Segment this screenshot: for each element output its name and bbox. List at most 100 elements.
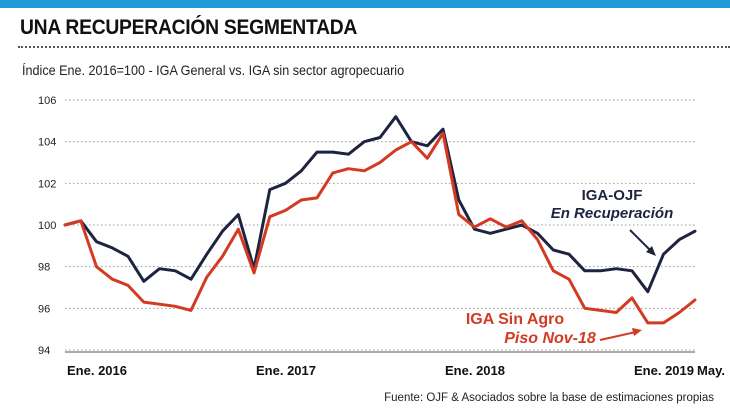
data-point-iga-sin-agro bbox=[142, 301, 145, 303]
data-point-iga-ojf bbox=[568, 253, 570, 255]
data-point-iga-ojf bbox=[190, 278, 192, 280]
data-point-iga-sin-agro bbox=[678, 311, 681, 314]
x-tick-label: Ene. 2019 bbox=[634, 363, 694, 378]
data-point-iga-sin-agro bbox=[64, 224, 66, 226]
data-point-iga-sin-agro bbox=[457, 213, 460, 216]
data-point-iga-ojf bbox=[615, 267, 618, 270]
data-point-iga-sin-agro bbox=[536, 238, 539, 241]
data-point-iga-ojf bbox=[347, 153, 350, 155]
annotation-iga-ojf-subtitle: En Recuperación bbox=[551, 205, 674, 222]
data-point-iga-ojf bbox=[316, 151, 318, 153]
data-point-iga-ojf bbox=[426, 145, 429, 147]
data-point-iga-sin-agro bbox=[505, 226, 507, 228]
data-point-iga-sin-agro bbox=[379, 161, 381, 164]
data-point-iga-ojf bbox=[300, 170, 303, 172]
annotation-iga-ojf-arrow bbox=[629, 229, 653, 253]
data-point-iga-sin-agro bbox=[111, 278, 114, 280]
data-point-iga-sin-agro bbox=[253, 272, 255, 274]
data-point-iga-ojf bbox=[111, 247, 114, 249]
data-point-iga-ojf bbox=[599, 270, 602, 272]
data-point-iga-sin-agro bbox=[268, 215, 271, 218]
data-point-iga-sin-agro bbox=[174, 305, 177, 308]
source-note: Fuente: OJF & Asociados sobre la base de… bbox=[384, 392, 714, 404]
data-point-iga-ojf bbox=[473, 228, 476, 230]
data-point-iga-ojf bbox=[520, 224, 523, 226]
data-point-iga-sin-agro bbox=[316, 197, 318, 199]
headline-title: UNA RECUPERACIÓN SEGMENTADA bbox=[20, 16, 358, 39]
annotation-iga-sin-agro-title: IGA Sin Agro bbox=[466, 311, 565, 328]
axis-layer: 106 104 102 100 98 96 94 Ene. 2016 Ene. 2017 Ene.… bbox=[38, 95, 725, 378]
data-point-iga-ojf bbox=[237, 213, 240, 216]
data-point-iga-ojf bbox=[536, 232, 539, 235]
data-point-iga-ojf bbox=[694, 230, 696, 233]
data-point-iga-ojf bbox=[457, 199, 460, 201]
data-point-iga-sin-agro bbox=[95, 265, 98, 268]
data-point-iga-ojf bbox=[646, 290, 649, 293]
y-tick-label: 102 bbox=[38, 178, 56, 190]
data-point-iga-sin-agro bbox=[520, 220, 523, 222]
data-point-iga-sin-agro bbox=[599, 309, 602, 312]
y-tick-label: 96 bbox=[38, 303, 50, 315]
data-point-iga-ojf bbox=[363, 140, 366, 143]
data-point-iga-ojf bbox=[95, 240, 98, 243]
data-point-iga-ojf bbox=[552, 249, 555, 251]
data-point-iga-sin-agro bbox=[410, 140, 413, 143]
data-point-iga-sin-agro bbox=[127, 284, 129, 287]
data-point-iga-sin-agro bbox=[190, 309, 192, 312]
x-tick-label: Ene. 2018 bbox=[445, 363, 505, 378]
data-point-iga-sin-agro bbox=[79, 220, 82, 222]
data-point-iga-ojf bbox=[442, 128, 444, 130]
data-point-iga-sin-agro bbox=[284, 209, 287, 212]
data-point-iga-sin-agro bbox=[568, 278, 570, 280]
data-point-iga-sin-agro bbox=[694, 299, 696, 301]
data-point-iga-sin-agro bbox=[662, 322, 665, 324]
y-tick-label: 100 bbox=[38, 220, 56, 232]
annotation-iga-ojf-title: IGA-OJF bbox=[582, 187, 643, 204]
data-point-iga-sin-agro bbox=[615, 311, 618, 314]
data-point-iga-sin-agro bbox=[363, 170, 366, 172]
data-point-iga-sin-agro bbox=[300, 199, 303, 201]
data-point-iga-ojf bbox=[158, 267, 161, 270]
data-point-iga-ojf bbox=[505, 228, 507, 230]
data-point-iga-ojf bbox=[221, 230, 224, 233]
x-tick-label: May. bbox=[697, 363, 725, 378]
y-tick-label: 104 bbox=[38, 137, 56, 149]
data-point-iga-sin-agro bbox=[331, 172, 334, 174]
data-point-iga-ojf bbox=[174, 270, 177, 272]
x-tick-label: Ene. 2017 bbox=[256, 363, 316, 378]
y-tick-label: 106 bbox=[38, 95, 56, 107]
data-point-iga-sin-agro bbox=[631, 297, 633, 299]
data-point-iga-sin-agro bbox=[552, 270, 555, 272]
data-point-iga-ojf bbox=[394, 115, 397, 118]
data-point-iga-ojf bbox=[631, 270, 633, 272]
y-tick-label: 94 bbox=[38, 345, 50, 357]
data-point-iga-sin-agro bbox=[583, 307, 586, 310]
data-point-iga-ojf bbox=[489, 232, 492, 235]
series-layer bbox=[63, 115, 697, 325]
data-point-iga-sin-agro bbox=[205, 276, 208, 278]
annotation-iga-ojf-arrowhead bbox=[646, 246, 656, 256]
data-point-iga-sin-agro bbox=[394, 149, 397, 151]
data-point-iga-sin-agro bbox=[489, 217, 492, 220]
data-point-iga-ojf bbox=[284, 182, 287, 185]
data-point-iga-ojf bbox=[142, 280, 145, 283]
accent-bar bbox=[0, 0, 730, 8]
chart-subtitle: Índice Ene. 2016=100 - IGA General vs. I… bbox=[22, 62, 405, 78]
headline-rule bbox=[18, 46, 730, 48]
data-point-iga-sin-agro bbox=[158, 303, 161, 305]
annotation-iga-sin-agro-arrow bbox=[599, 331, 637, 341]
data-point-iga-sin-agro bbox=[347, 167, 350, 170]
data-point-iga-sin-agro bbox=[442, 132, 444, 135]
data-point-iga-sin-agro bbox=[473, 226, 476, 228]
data-point-iga-ojf bbox=[127, 255, 129, 258]
data-point-iga-ojf bbox=[583, 270, 586, 272]
data-point-iga-ojf bbox=[662, 253, 665, 255]
data-point-iga-sin-agro bbox=[646, 322, 649, 324]
data-point-iga-ojf bbox=[205, 253, 208, 255]
annotation-iga-sin-agro-arrowhead bbox=[632, 328, 642, 336]
data-point-iga-sin-agro bbox=[237, 228, 240, 230]
data-point-iga-ojf bbox=[379, 136, 381, 139]
data-point-iga-ojf bbox=[331, 151, 334, 153]
